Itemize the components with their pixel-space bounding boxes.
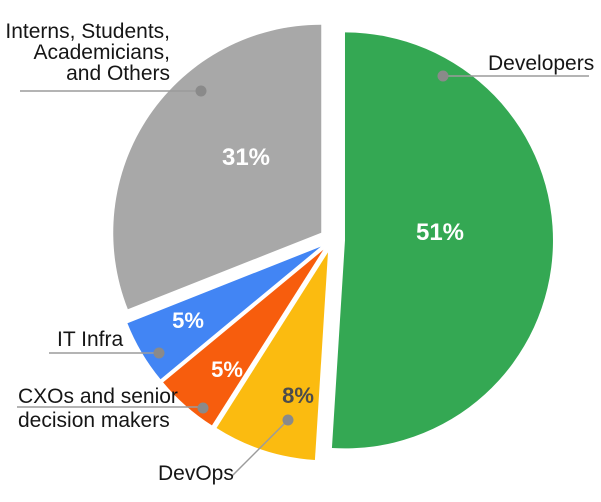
pie-slice-cxos — [163, 249, 324, 426]
leader-line-devops — [231, 421, 287, 477]
leader-dot-developers — [437, 70, 449, 82]
callout-cxos: CXOs and senior decision makers — [18, 386, 178, 431]
callout-devops-line-1: DevOps — [158, 462, 234, 485]
callout-cxos-line-2: decision makers — [18, 409, 170, 432]
pie-slice-developers — [331, 32, 553, 449]
pie-slice-devops — [216, 252, 328, 460]
callout-developers: Developers — [488, 53, 594, 74]
value-label-it-infra: 5% — [172, 308, 204, 333]
callout-it-infra-line-1: IT Infra — [57, 328, 124, 351]
leader-dot-interns — [195, 85, 207, 97]
value-label-developers: 51% — [415, 219, 465, 246]
callout-cxos-line-1: CXOs and senior — [18, 385, 178, 408]
pie-slice-it-infra — [127, 246, 321, 380]
pie-slices — [113, 24, 553, 460]
callout-interns: Interns, Students, Academicians, and Oth… — [5, 21, 170, 84]
leader-dot-it-infra — [153, 347, 165, 359]
callout-interns-line-1: Interns, Students, — [5, 20, 170, 43]
callout-interns-line-2: Academicians, — [33, 41, 170, 64]
callout-devops: DevOps — [158, 463, 234, 484]
callout-it-infra: IT Infra — [57, 329, 123, 350]
value-label-cxos: 5% — [211, 357, 243, 382]
callout-developers-line-1: Developers — [488, 52, 595, 75]
value-label-interns: 31% — [221, 144, 271, 171]
callout-interns-line-3: and Others — [66, 62, 170, 85]
pie-slice-interns — [113, 24, 322, 310]
leader-lines — [17, 70, 589, 477]
leader-dot-devops — [282, 414, 294, 426]
value-label-devops: 8% — [282, 383, 314, 408]
leader-dot-cxos — [197, 402, 209, 414]
